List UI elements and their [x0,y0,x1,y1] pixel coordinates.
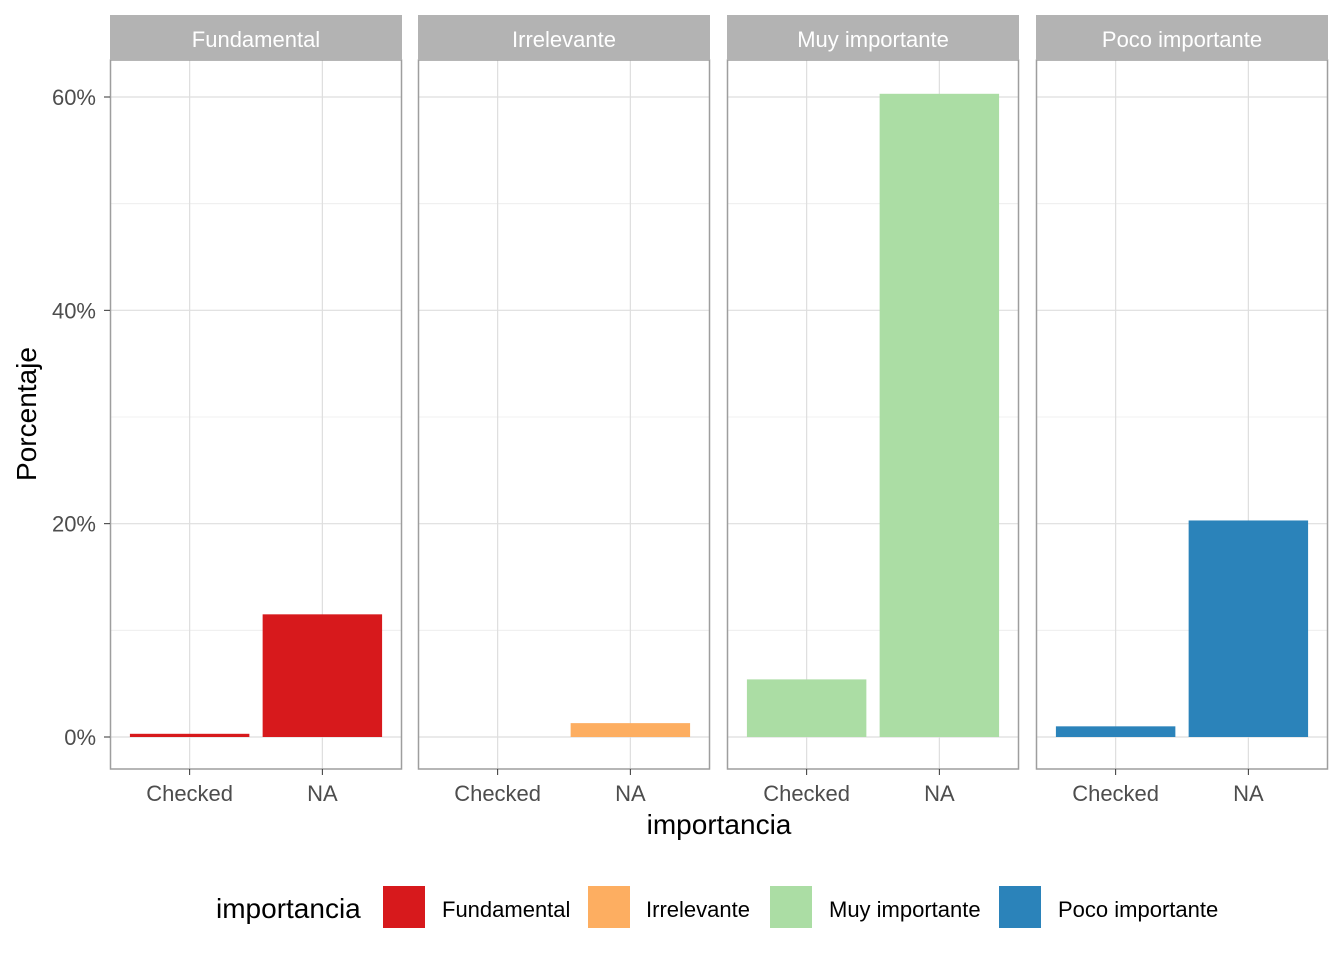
y-tick-label: 0% [64,725,96,750]
legend-key [770,886,812,928]
panels-layer: Fundamental Checked NA Irrelevante Checked NA… [109,15,1329,806]
y-axis-title: Porcentaje [11,347,42,481]
x-tick-label: Checked [1072,781,1159,806]
facet-panel: Poco importante Checked NA [1035,15,1329,806]
legend-label: Fundamental [442,897,570,922]
x-tick-label: NA [924,781,955,806]
panel-background [418,60,710,769]
facet-strip [1036,15,1328,60]
facet-strip-label: Irrelevante [512,27,616,52]
legend-key [588,886,630,928]
facet-strip [418,15,710,60]
facet-strip-label: Muy importante [797,27,949,52]
bar [1055,726,1176,737]
x-tick-label: NA [1233,781,1264,806]
legend-label: Muy importante [829,897,981,922]
bar [1188,520,1309,737]
facet-strip-label: Poco importante [1102,27,1262,52]
legend: importancia Fundamental Irrelevante Muy im… [216,886,1218,928]
legend-label: Irrelevante [646,897,750,922]
facet-panel: Fundamental Checked NA [109,15,403,806]
facet-strip [727,15,1019,60]
legend-key [383,886,425,928]
y-tick-label: 60% [52,85,96,110]
y-tick-label: 20% [52,512,96,537]
y-tick-label: 40% [52,298,96,323]
bar [570,723,691,737]
y-axis: 0% 20% 40% 60% [52,85,110,750]
bar [262,614,383,737]
facet-panel: Muy importante Checked NA [726,15,1020,806]
facet-strip [110,15,402,60]
x-tick-label: NA [615,781,646,806]
bar [746,679,867,737]
x-tick-label: Checked [454,781,541,806]
bar [879,93,1000,738]
legend-key [999,886,1041,928]
bar [129,733,250,737]
facet-strip-label: Fundamental [192,27,320,52]
legend-title: importancia [216,893,361,924]
x-tick-label: NA [307,781,338,806]
x-axis-title: importancia [647,809,792,840]
facet-panel: Irrelevante Checked NA [417,15,711,806]
x-tick-label: Checked [763,781,850,806]
x-tick-label: Checked [146,781,233,806]
legend-label: Poco importante [1058,897,1218,922]
